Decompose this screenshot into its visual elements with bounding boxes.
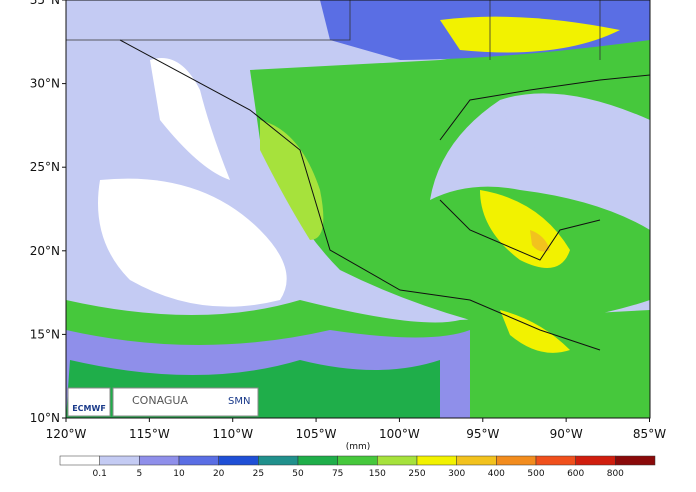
colorbar-swatch bbox=[297, 455, 338, 466]
colorbar-swatch bbox=[456, 455, 497, 466]
colorbar-swatch bbox=[139, 455, 180, 466]
colorbar-label: 800 bbox=[607, 469, 624, 479]
colorbar-label: 5 bbox=[136, 469, 142, 479]
colorbar-label: 300 bbox=[448, 469, 465, 479]
colorbar-label: 20 bbox=[213, 469, 225, 479]
agency-logo bbox=[112, 387, 259, 417]
colorbar-label: 25 bbox=[253, 469, 264, 479]
lon-label: 120°W bbox=[46, 427, 87, 441]
colorbar-label: 150 bbox=[369, 469, 386, 479]
colorbar-label: 250 bbox=[408, 469, 425, 479]
colorbar-swatch bbox=[416, 455, 457, 466]
lon-label: 85°W bbox=[633, 427, 666, 441]
colorbar-swatch bbox=[178, 455, 219, 466]
lon-label: 110°W bbox=[212, 427, 253, 441]
colorbar-swatch bbox=[496, 455, 537, 466]
ecmwf-logo bbox=[67, 387, 111, 417]
colorbar-unit: (mm) bbox=[346, 442, 371, 452]
colorbar-label: 75 bbox=[332, 469, 343, 479]
colorbar-swatch bbox=[337, 455, 378, 466]
lon-label: 95°W bbox=[466, 427, 499, 441]
colorbar-swatch bbox=[575, 455, 616, 466]
ecmwf-text: ECMWF bbox=[72, 404, 106, 413]
colorbar-swatch bbox=[377, 455, 418, 466]
logos: ECMWF CONAGUA SMN bbox=[67, 387, 259, 417]
colorbar-swatch bbox=[615, 455, 656, 466]
lat-label: 25°N bbox=[30, 160, 60, 174]
colorbar-swatch bbox=[99, 455, 140, 466]
lon-label: 90°W bbox=[550, 427, 583, 441]
lat-label: 10°N bbox=[30, 411, 60, 425]
smn-text: SMN bbox=[228, 396, 250, 407]
lon-label: 105°W bbox=[296, 427, 337, 441]
lon-label: 100°W bbox=[379, 427, 420, 441]
colorbar-swatch bbox=[59, 455, 100, 466]
lon-label: 115°W bbox=[129, 427, 170, 441]
colorbar-swatch bbox=[258, 455, 299, 466]
colorbar-label: 10 bbox=[173, 469, 185, 479]
lat-label: 15°N bbox=[30, 327, 60, 341]
colorbar-label: 500 bbox=[527, 469, 544, 479]
lat-label: 35°N bbox=[30, 0, 60, 7]
colorbar-swatch bbox=[535, 455, 576, 466]
colorbar-swatch bbox=[218, 455, 259, 466]
conagua-text: CONAGUA bbox=[132, 394, 188, 407]
colorbar: 0.1 5 10 20 25 50 75 150 250 300 400 500 600 800 bbox=[59, 455, 656, 479]
lat-label: 20°N bbox=[30, 244, 60, 258]
map-frame bbox=[65, 0, 651, 419]
colorbar-label: 600 bbox=[567, 469, 584, 479]
colorbar-label: 50 bbox=[292, 469, 304, 479]
lat-label: 30°N bbox=[30, 77, 60, 91]
colorbar-label: 400 bbox=[488, 469, 505, 479]
precip-map bbox=[66, 0, 650, 418]
colorbar-label: 0.1 bbox=[93, 469, 107, 479]
